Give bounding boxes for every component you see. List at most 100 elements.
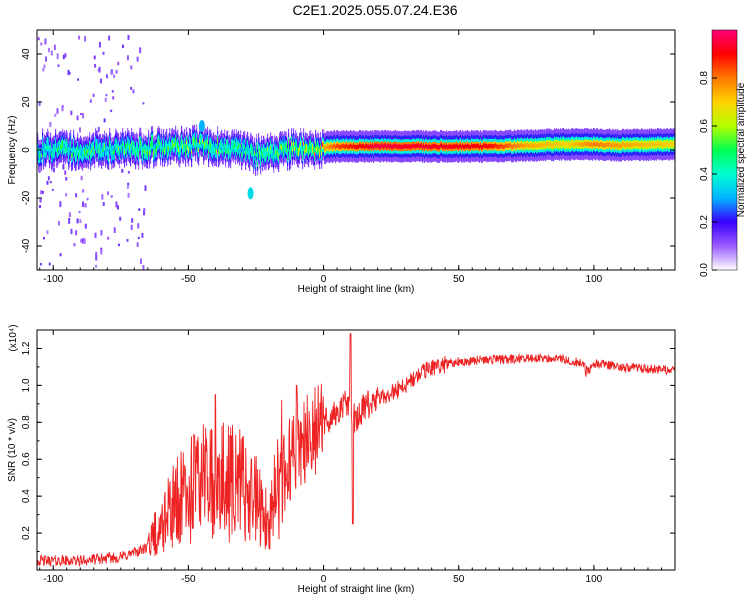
band-column — [104, 130, 106, 162]
band-column — [56, 134, 58, 166]
colorbar-tick-label: 0.0 — [699, 263, 710, 277]
band-column — [449, 131, 451, 163]
band-column — [663, 128, 665, 161]
band-column — [113, 137, 115, 169]
band-column — [412, 130, 414, 162]
band-column — [353, 129, 355, 162]
band-column — [67, 132, 69, 164]
noise-speckle — [47, 176, 50, 181]
noise-speckle — [138, 208, 141, 211]
band-column — [233, 131, 235, 163]
band-column — [415, 130, 417, 163]
band-column — [371, 131, 373, 163]
band-column — [81, 137, 83, 169]
band-column — [496, 130, 498, 162]
band-column — [167, 135, 169, 167]
band-column — [444, 131, 446, 163]
band-column — [219, 134, 221, 166]
band-column — [399, 130, 401, 163]
band-column — [510, 129, 512, 161]
band-column — [315, 130, 317, 162]
band-column — [259, 137, 261, 169]
band-column — [571, 128, 573, 160]
noise-speckle — [137, 223, 140, 229]
band-column — [106, 133, 108, 165]
band-column — [61, 131, 63, 163]
band-column — [363, 130, 365, 162]
noise-speckle — [136, 242, 139, 247]
band-column — [142, 138, 144, 170]
band-column — [491, 130, 493, 162]
band-column — [295, 130, 297, 162]
band-column — [534, 130, 536, 162]
noise-speckle — [84, 223, 87, 229]
band-column — [358, 131, 360, 163]
band-column — [183, 132, 185, 164]
band-column — [220, 131, 222, 163]
band-column — [588, 128, 590, 160]
noise-speckle — [102, 202, 105, 206]
band-column — [620, 130, 622, 162]
band-column — [579, 128, 581, 160]
band-column — [317, 132, 319, 164]
band-column — [455, 130, 457, 163]
band-column — [207, 126, 209, 158]
noise-speckle — [142, 102, 145, 105]
band-column — [290, 137, 292, 169]
band-column — [461, 131, 463, 163]
spectral-feature — [198, 120, 205, 132]
band-column — [243, 131, 245, 163]
noise-speckle — [56, 108, 59, 114]
noise-speckle — [75, 193, 78, 198]
band-column — [277, 138, 279, 170]
band-column — [210, 130, 212, 162]
band-column — [670, 128, 672, 160]
band-column — [130, 135, 132, 167]
band-column — [563, 128, 565, 160]
noise-speckle — [38, 101, 41, 106]
band-column — [125, 130, 127, 163]
band-column — [623, 128, 625, 161]
band-column — [519, 130, 521, 162]
band-column — [64, 130, 66, 162]
band-column — [328, 131, 330, 163]
band-column — [305, 132, 307, 164]
band-column — [227, 130, 229, 162]
noise-speckle — [55, 165, 58, 168]
band-column — [226, 131, 228, 163]
band-column — [514, 129, 516, 161]
band-column — [378, 130, 380, 162]
band-column — [659, 129, 661, 161]
noise-speckle — [110, 109, 113, 113]
noise-speckle — [59, 253, 62, 257]
band-column — [340, 131, 342, 163]
band-column — [431, 131, 433, 163]
noise-speckle — [73, 243, 76, 247]
band-column — [433, 130, 435, 163]
band-column — [213, 132, 215, 164]
band-column — [141, 132, 143, 164]
band-column — [322, 129, 324, 161]
band-column — [122, 128, 124, 160]
band-column — [391, 131, 393, 163]
band-column — [365, 130, 367, 162]
band-column — [301, 131, 303, 164]
noise-speckle — [127, 192, 130, 198]
band-column — [177, 129, 179, 161]
noise-speckle — [65, 177, 68, 181]
band-column — [257, 144, 259, 176]
band-column — [597, 128, 599, 160]
band-column — [260, 142, 262, 174]
band-column — [349, 130, 351, 163]
band-column — [492, 130, 494, 162]
noise-speckle — [107, 236, 110, 240]
band-column — [575, 128, 577, 160]
x-tick-label: 100 — [586, 274, 603, 285]
x-tick-label: -50 — [181, 574, 196, 585]
band-column — [66, 130, 68, 162]
band-column — [270, 132, 272, 164]
band-column — [345, 131, 347, 163]
band-column — [590, 128, 592, 160]
band-column — [605, 129, 607, 162]
band-column — [418, 129, 420, 162]
